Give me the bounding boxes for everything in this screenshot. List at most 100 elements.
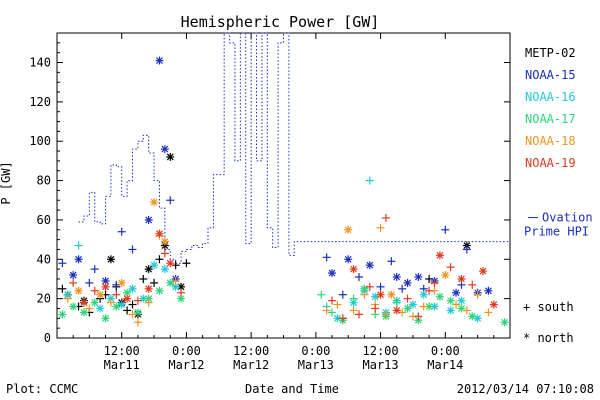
x-axis-label: Date and Time <box>245 382 339 396</box>
data-point-noaa-18 <box>441 271 450 280</box>
data-point-noaa-19 <box>155 229 164 238</box>
data-point-noaa-15 <box>90 265 99 274</box>
data-point-noaa-18 <box>171 276 180 285</box>
data-point-noaa-16 <box>446 306 455 315</box>
data-point-metp-02 <box>182 259 191 268</box>
data-point-noaa-15 <box>365 261 374 270</box>
data-point-noaa-15 <box>387 257 396 266</box>
footer-credit: Plot: CCMC <box>6 382 78 396</box>
x-tick-time-label: 12:00 <box>363 344 399 358</box>
data-point-noaa-18 <box>150 198 159 207</box>
data-point-noaa-19 <box>133 296 142 305</box>
data-point-noaa-17 <box>79 308 88 317</box>
data-point-noaa-15 <box>144 215 153 224</box>
data-point-noaa-15 <box>398 284 407 293</box>
data-point-noaa-19 <box>403 294 412 303</box>
y-tick-label: 80 <box>37 174 51 188</box>
x-tick-date-label: Mar14 <box>427 358 463 372</box>
data-point-noaa-18 <box>473 290 482 299</box>
data-point-noaa-18 <box>484 308 493 317</box>
data-point-noaa-17 <box>123 288 132 297</box>
data-point-noaa-15 <box>392 273 401 281</box>
data-point-noaa-18 <box>63 294 72 303</box>
data-point-noaa-19 <box>355 310 363 319</box>
data-point-noaa-18 <box>133 318 142 327</box>
legend-item-noaa-18: NOAA-18 <box>525 134 576 148</box>
legend-south-symbol: + south <box>523 300 574 314</box>
data-point-noaa-16 <box>74 241 83 250</box>
data-point-noaa-15 <box>128 245 137 254</box>
x-tick-time-label: 12:00 <box>104 344 140 358</box>
chart-title: Hemispheric Power [GW] <box>181 13 380 31</box>
data-point-noaa-18 <box>452 300 461 309</box>
data-point-metp-02 <box>139 274 148 283</box>
data-point-noaa-16 <box>128 284 137 293</box>
data-point-noaa-19 <box>349 265 358 274</box>
data-point-noaa-16 <box>160 265 169 274</box>
data-point-noaa-15 <box>403 278 412 287</box>
data-point-noaa-19 <box>90 286 99 295</box>
data-point-noaa-15 <box>452 288 461 297</box>
data-point-noaa-17 <box>425 302 434 311</box>
data-point-noaa-18 <box>106 298 115 307</box>
data-point-noaa-15 <box>155 56 164 65</box>
data-point-noaa-19 <box>144 284 153 293</box>
data-point-noaa-18 <box>387 290 396 299</box>
data-point-noaa-17 <box>317 290 326 299</box>
data-point-noaa-19 <box>112 290 121 299</box>
data-point-noaa-15 <box>441 225 450 234</box>
x-tick-time-label: 12:00 <box>233 344 269 358</box>
y-tick-label: 40 <box>37 252 51 266</box>
data-point-noaa-15 <box>58 259 67 268</box>
data-point-noaa-19 <box>365 282 374 291</box>
satellite-points <box>58 56 509 327</box>
y-tick-label: 0 <box>44 331 51 345</box>
data-point-noaa-19 <box>489 300 498 309</box>
data-point-noaa-15 <box>85 278 94 287</box>
data-point-noaa-15 <box>484 286 493 295</box>
data-point-noaa-15 <box>69 271 78 280</box>
data-point-noaa-18 <box>117 278 126 287</box>
data-point-noaa-17 <box>166 278 175 287</box>
data-point-noaa-19 <box>101 282 110 291</box>
data-point-noaa-15 <box>344 255 353 264</box>
data-point-noaa-19 <box>446 263 455 272</box>
y-tick-label: 20 <box>37 292 51 306</box>
data-point-noaa-19 <box>392 306 401 315</box>
data-point-noaa-15 <box>338 290 347 299</box>
x-tick-date-label: Mar13 <box>298 358 334 372</box>
data-point-noaa-19 <box>160 249 169 258</box>
y-axis-label: P [GW] <box>0 161 13 204</box>
data-point-metp-02 <box>128 300 137 309</box>
data-point-noaa-19 <box>457 274 466 283</box>
data-point-noaa-17 <box>133 308 142 317</box>
data-point-noaa-19 <box>177 288 186 297</box>
legend-item-noaa-19: NOAA-19 <box>525 156 576 170</box>
data-point-noaa-17 <box>457 304 466 313</box>
x-tick-date-label: Mar12 <box>233 358 269 372</box>
data-point-metp-02 <box>123 306 132 315</box>
data-point-noaa-17 <box>446 296 455 305</box>
legend-north-symbol: * north <box>523 331 574 345</box>
data-point-metp-02 <box>155 255 164 264</box>
data-point-noaa-17 <box>69 302 78 311</box>
data-point-noaa-17 <box>435 292 444 301</box>
ovation-series <box>78 32 510 264</box>
data-point-noaa-19 <box>69 278 78 287</box>
data-point-noaa-16 <box>365 176 374 185</box>
data-point-noaa-19 <box>166 259 175 268</box>
x-tick-date-label: Mar13 <box>363 358 399 372</box>
data-point-noaa-17 <box>328 308 337 317</box>
data-point-noaa-18 <box>74 286 83 295</box>
footer-timestamp: 2012/03/14 07:10:08 <box>457 382 594 396</box>
data-point-noaa-17 <box>90 298 99 307</box>
x-tick-time-label: 0:00 <box>431 344 460 358</box>
data-point-noaa-19 <box>430 278 439 287</box>
data-point-noaa-17 <box>58 310 67 319</box>
data-point-noaa-17 <box>349 294 358 303</box>
y-tick-label: 60 <box>37 213 51 227</box>
y-tick-label: 140 <box>29 56 51 70</box>
data-point-noaa-16 <box>457 296 466 305</box>
